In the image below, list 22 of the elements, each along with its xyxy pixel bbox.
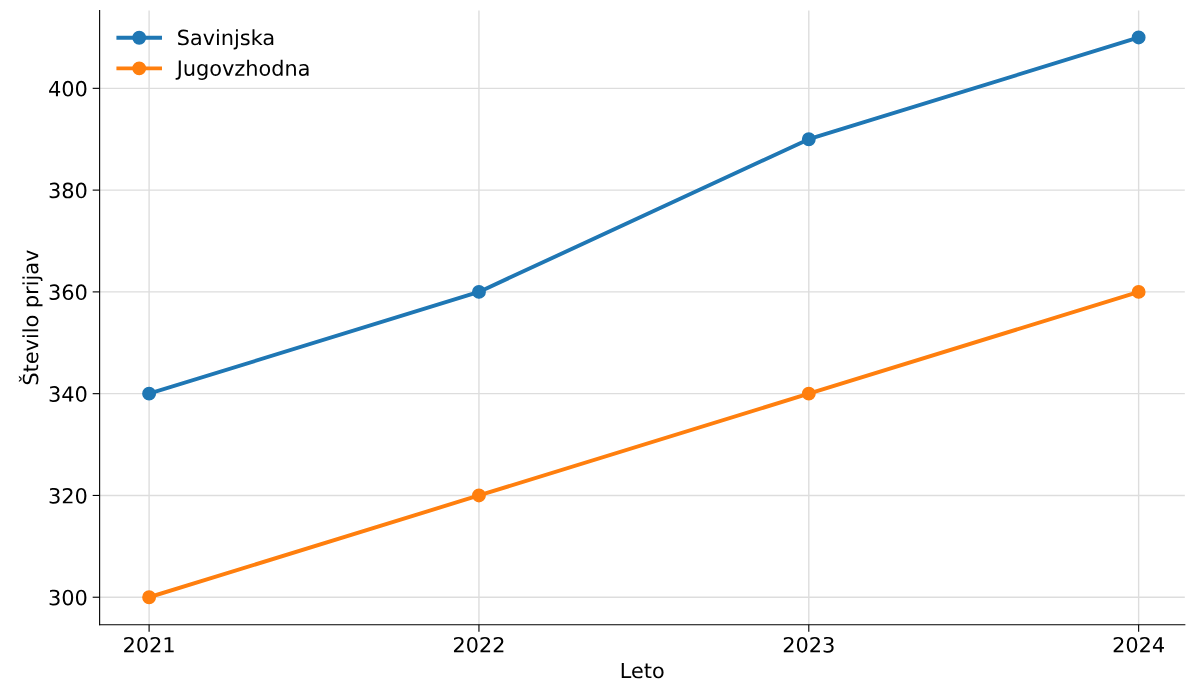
x-axis-title: Leto: [621, 662, 664, 679]
x-tick-label: 2021: [124, 636, 174, 653]
point: [1131, 284, 1146, 299]
y-tick-label: 340: [49, 386, 87, 402]
y-tick-label: 320: [49, 487, 87, 504]
y-tick-label: 360: [49, 284, 87, 301]
y-tick-label: 400: [49, 80, 87, 97]
point: [801, 386, 816, 401]
x-tick-label: 2022: [453, 636, 504, 653]
legend-label: Jugovzhodna: [175, 59, 309, 80]
point: [801, 132, 816, 147]
point: [142, 386, 157, 401]
point: [1131, 30, 1146, 45]
x-tick-label: 2024: [1113, 636, 1164, 653]
y-tick-label: 300: [49, 589, 87, 606]
point: [142, 590, 157, 605]
point: [472, 488, 486, 503]
x-tick-label: 2023: [783, 636, 834, 653]
y-axis-title: Število prijav: [18, 250, 43, 385]
legend-label: Savinjska: [178, 29, 274, 50]
point: [472, 284, 486, 299]
y-tick-label: 380: [49, 182, 87, 199]
